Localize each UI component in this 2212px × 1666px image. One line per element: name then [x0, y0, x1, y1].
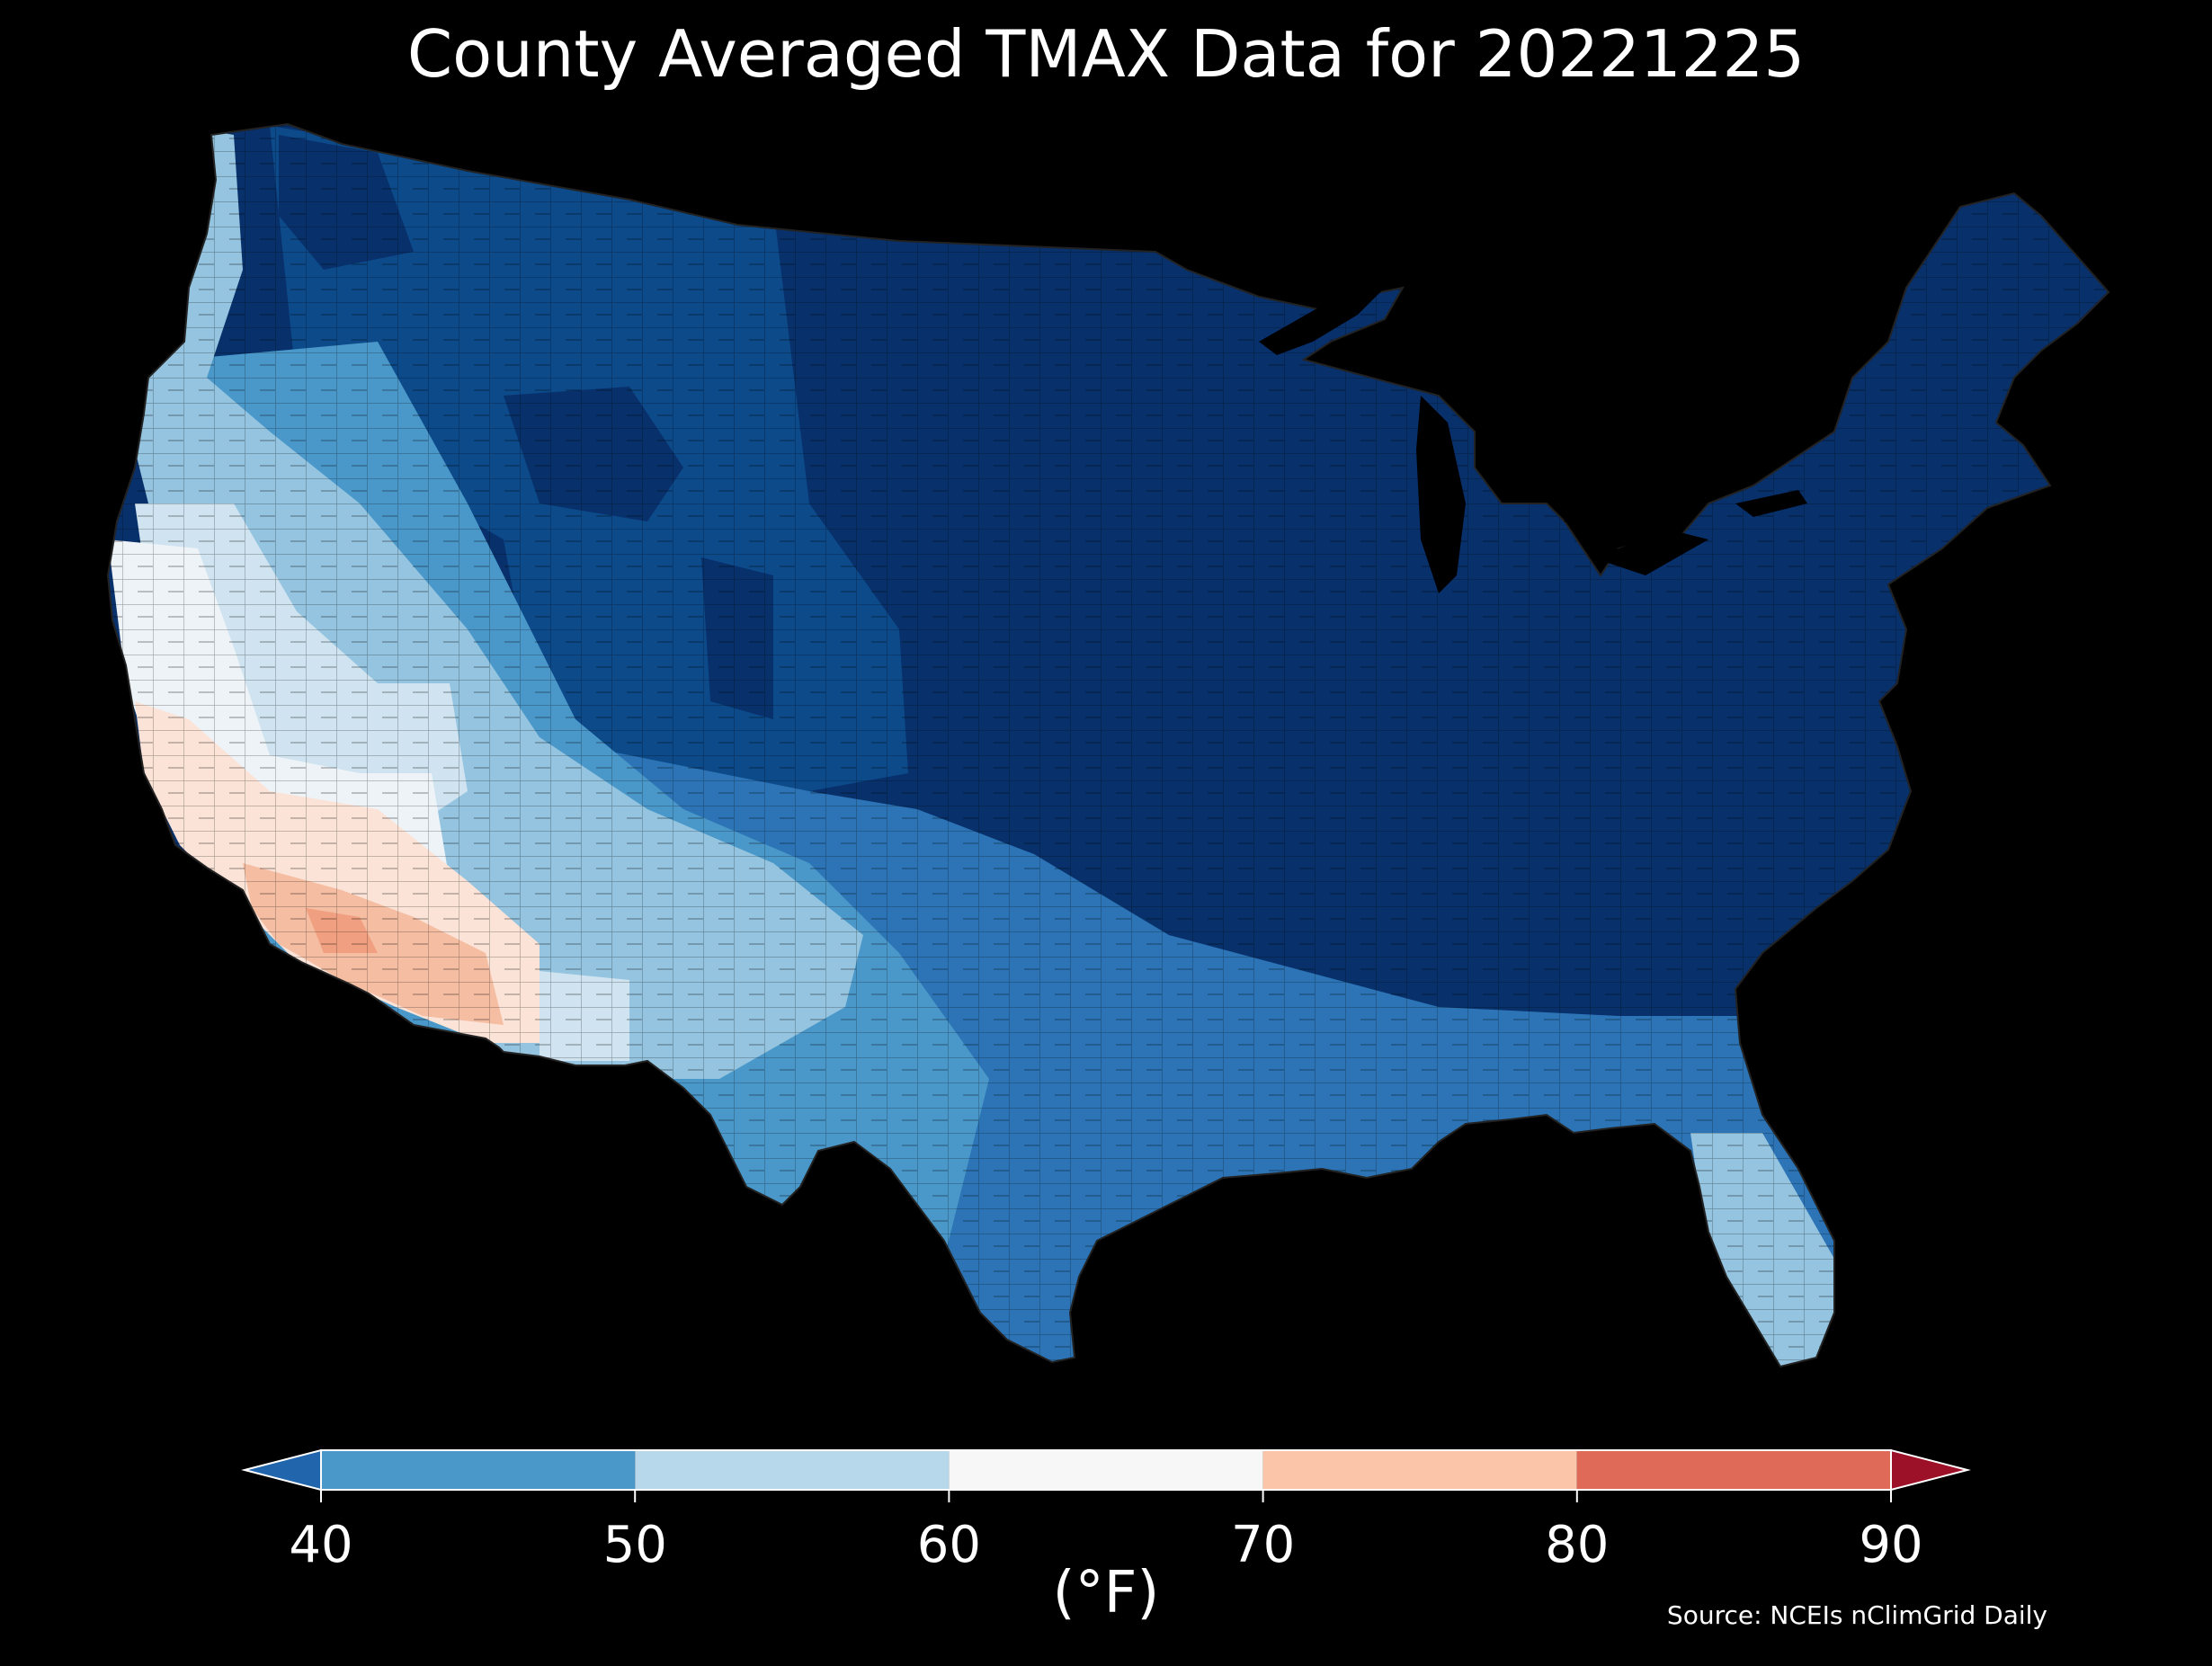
lake-ontario — [1735, 490, 1807, 517]
colorbar-bin-0 — [321, 1450, 636, 1490]
colorbar-bin-4 — [1576, 1450, 1891, 1490]
colorbar-tick-label: 50 — [603, 1516, 667, 1574]
colorbar-frame — [320, 1449, 1892, 1491]
colorbar-tick-label: 60 — [917, 1516, 981, 1574]
colorbar-tick-label: 90 — [1859, 1516, 1922, 1574]
us-county-map — [107, 123, 2109, 1368]
colorbar-tick-label: 70 — [1231, 1516, 1295, 1574]
colorbar-bin-1 — [635, 1450, 950, 1490]
colorbar-over-arrow — [1890, 1448, 1971, 1492]
great-lakes — [1259, 288, 1807, 593]
colorbar-unit-label: (°F) — [1052, 1560, 1160, 1626]
lake-erie — [1592, 530, 1708, 575]
colorbar-bin-3 — [1262, 1450, 1577, 1490]
lake-huron — [1547, 405, 1610, 539]
source-note: Source: NCEIs nClimGrid Daily — [1666, 1600, 2047, 1630]
colorbar-tick-label: 80 — [1545, 1516, 1609, 1574]
colorbar-under-arrow — [241, 1448, 322, 1492]
colorbar-tick-label: 40 — [289, 1516, 352, 1574]
lake-michigan — [1416, 396, 1466, 593]
colorbar-bin-2 — [949, 1450, 1263, 1490]
lake-superior — [1259, 288, 1385, 355]
map-title: County Averaged TMAX Data for 20221225 — [406, 16, 1806, 92]
